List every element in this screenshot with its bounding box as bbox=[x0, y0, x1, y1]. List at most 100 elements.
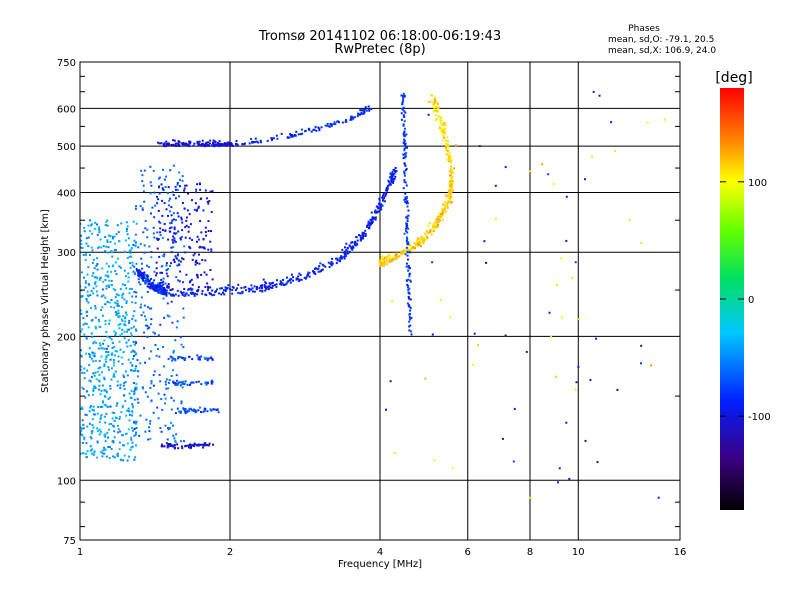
data-point bbox=[146, 395, 149, 398]
data-point bbox=[155, 261, 158, 264]
data-point bbox=[438, 219, 441, 222]
data-point bbox=[157, 209, 160, 212]
data-point bbox=[425, 230, 428, 232]
data-point bbox=[83, 377, 86, 380]
data-point bbox=[402, 95, 405, 98]
data-point bbox=[117, 428, 120, 431]
data-point bbox=[137, 246, 140, 249]
data-point bbox=[158, 373, 161, 376]
data-point bbox=[328, 266, 331, 269]
data-point bbox=[386, 259, 389, 262]
data-point bbox=[307, 271, 310, 274]
data-point bbox=[133, 434, 136, 437]
data-point bbox=[211, 357, 214, 360]
data-point bbox=[197, 206, 200, 209]
data-point bbox=[176, 254, 179, 257]
data-point bbox=[447, 140, 449, 143]
data-point bbox=[403, 162, 406, 165]
data-point bbox=[203, 271, 206, 274]
data-point bbox=[403, 94, 406, 97]
data-point bbox=[105, 262, 108, 265]
data-point bbox=[134, 388, 137, 391]
data-point bbox=[342, 251, 345, 254]
data-point bbox=[289, 133, 292, 135]
data-point bbox=[165, 208, 168, 211]
data-point bbox=[434, 109, 437, 112]
data-point bbox=[126, 442, 129, 445]
data-point bbox=[266, 286, 269, 289]
data-point bbox=[155, 287, 158, 290]
data-point bbox=[356, 239, 359, 242]
data-point bbox=[148, 426, 151, 429]
data-point bbox=[431, 94, 434, 97]
data-point bbox=[242, 143, 245, 146]
data-point bbox=[153, 289, 156, 292]
data-point bbox=[94, 371, 97, 374]
data-point bbox=[402, 97, 405, 100]
data-point bbox=[446, 195, 449, 197]
data-point bbox=[180, 292, 183, 294]
data-point bbox=[193, 442, 196, 445]
data-point bbox=[385, 408, 387, 411]
data-point bbox=[181, 386, 184, 389]
data-point bbox=[430, 233, 433, 236]
data-point bbox=[407, 227, 410, 230]
data-point bbox=[106, 239, 109, 242]
data-point bbox=[185, 219, 188, 222]
data-point bbox=[188, 237, 191, 240]
data-point bbox=[565, 195, 568, 198]
data-point bbox=[162, 283, 165, 286]
data-point bbox=[82, 387, 85, 390]
data-point bbox=[162, 255, 165, 257]
data-point bbox=[94, 359, 97, 362]
data-point bbox=[276, 137, 279, 140]
data-point bbox=[197, 409, 200, 412]
data-point bbox=[171, 321, 174, 324]
data-point bbox=[170, 421, 173, 424]
data-point bbox=[257, 141, 260, 144]
data-point bbox=[143, 347, 145, 350]
data-point bbox=[109, 235, 112, 238]
data-point bbox=[114, 296, 117, 299]
data-point bbox=[340, 255, 343, 258]
data-point bbox=[162, 293, 165, 296]
data-point bbox=[173, 232, 176, 235]
data-point bbox=[337, 120, 340, 123]
data-point bbox=[181, 175, 184, 178]
data-point bbox=[85, 242, 88, 245]
data-point bbox=[95, 264, 98, 267]
data-point bbox=[106, 300, 109, 303]
data-point bbox=[403, 143, 406, 146]
data-point bbox=[270, 137, 273, 140]
data-point bbox=[435, 221, 438, 224]
data-point bbox=[125, 230, 128, 233]
data-point bbox=[220, 142, 223, 145]
data-point bbox=[164, 397, 167, 400]
data-point bbox=[148, 307, 151, 310]
data-point bbox=[96, 427, 99, 430]
data-point bbox=[90, 432, 93, 435]
data-point bbox=[433, 222, 436, 224]
data-point bbox=[371, 220, 374, 223]
data-point bbox=[174, 412, 177, 415]
data-point bbox=[444, 194, 447, 197]
data-point bbox=[557, 481, 559, 484]
data-point bbox=[82, 424, 85, 427]
data-point bbox=[174, 188, 177, 191]
data-point bbox=[189, 384, 191, 386]
data-point bbox=[171, 238, 174, 241]
data-point bbox=[88, 230, 91, 233]
data-point bbox=[442, 134, 445, 137]
data-point bbox=[179, 336, 182, 339]
data-point bbox=[164, 424, 167, 427]
data-point bbox=[81, 434, 84, 437]
data-point bbox=[161, 286, 164, 289]
data-point bbox=[167, 283, 170, 286]
data-point bbox=[118, 441, 121, 444]
data-point bbox=[98, 231, 101, 234]
data-point bbox=[378, 207, 381, 210]
data-point bbox=[529, 496, 532, 499]
data-point bbox=[208, 444, 210, 447]
data-point bbox=[91, 351, 94, 354]
data-point bbox=[161, 289, 164, 292]
